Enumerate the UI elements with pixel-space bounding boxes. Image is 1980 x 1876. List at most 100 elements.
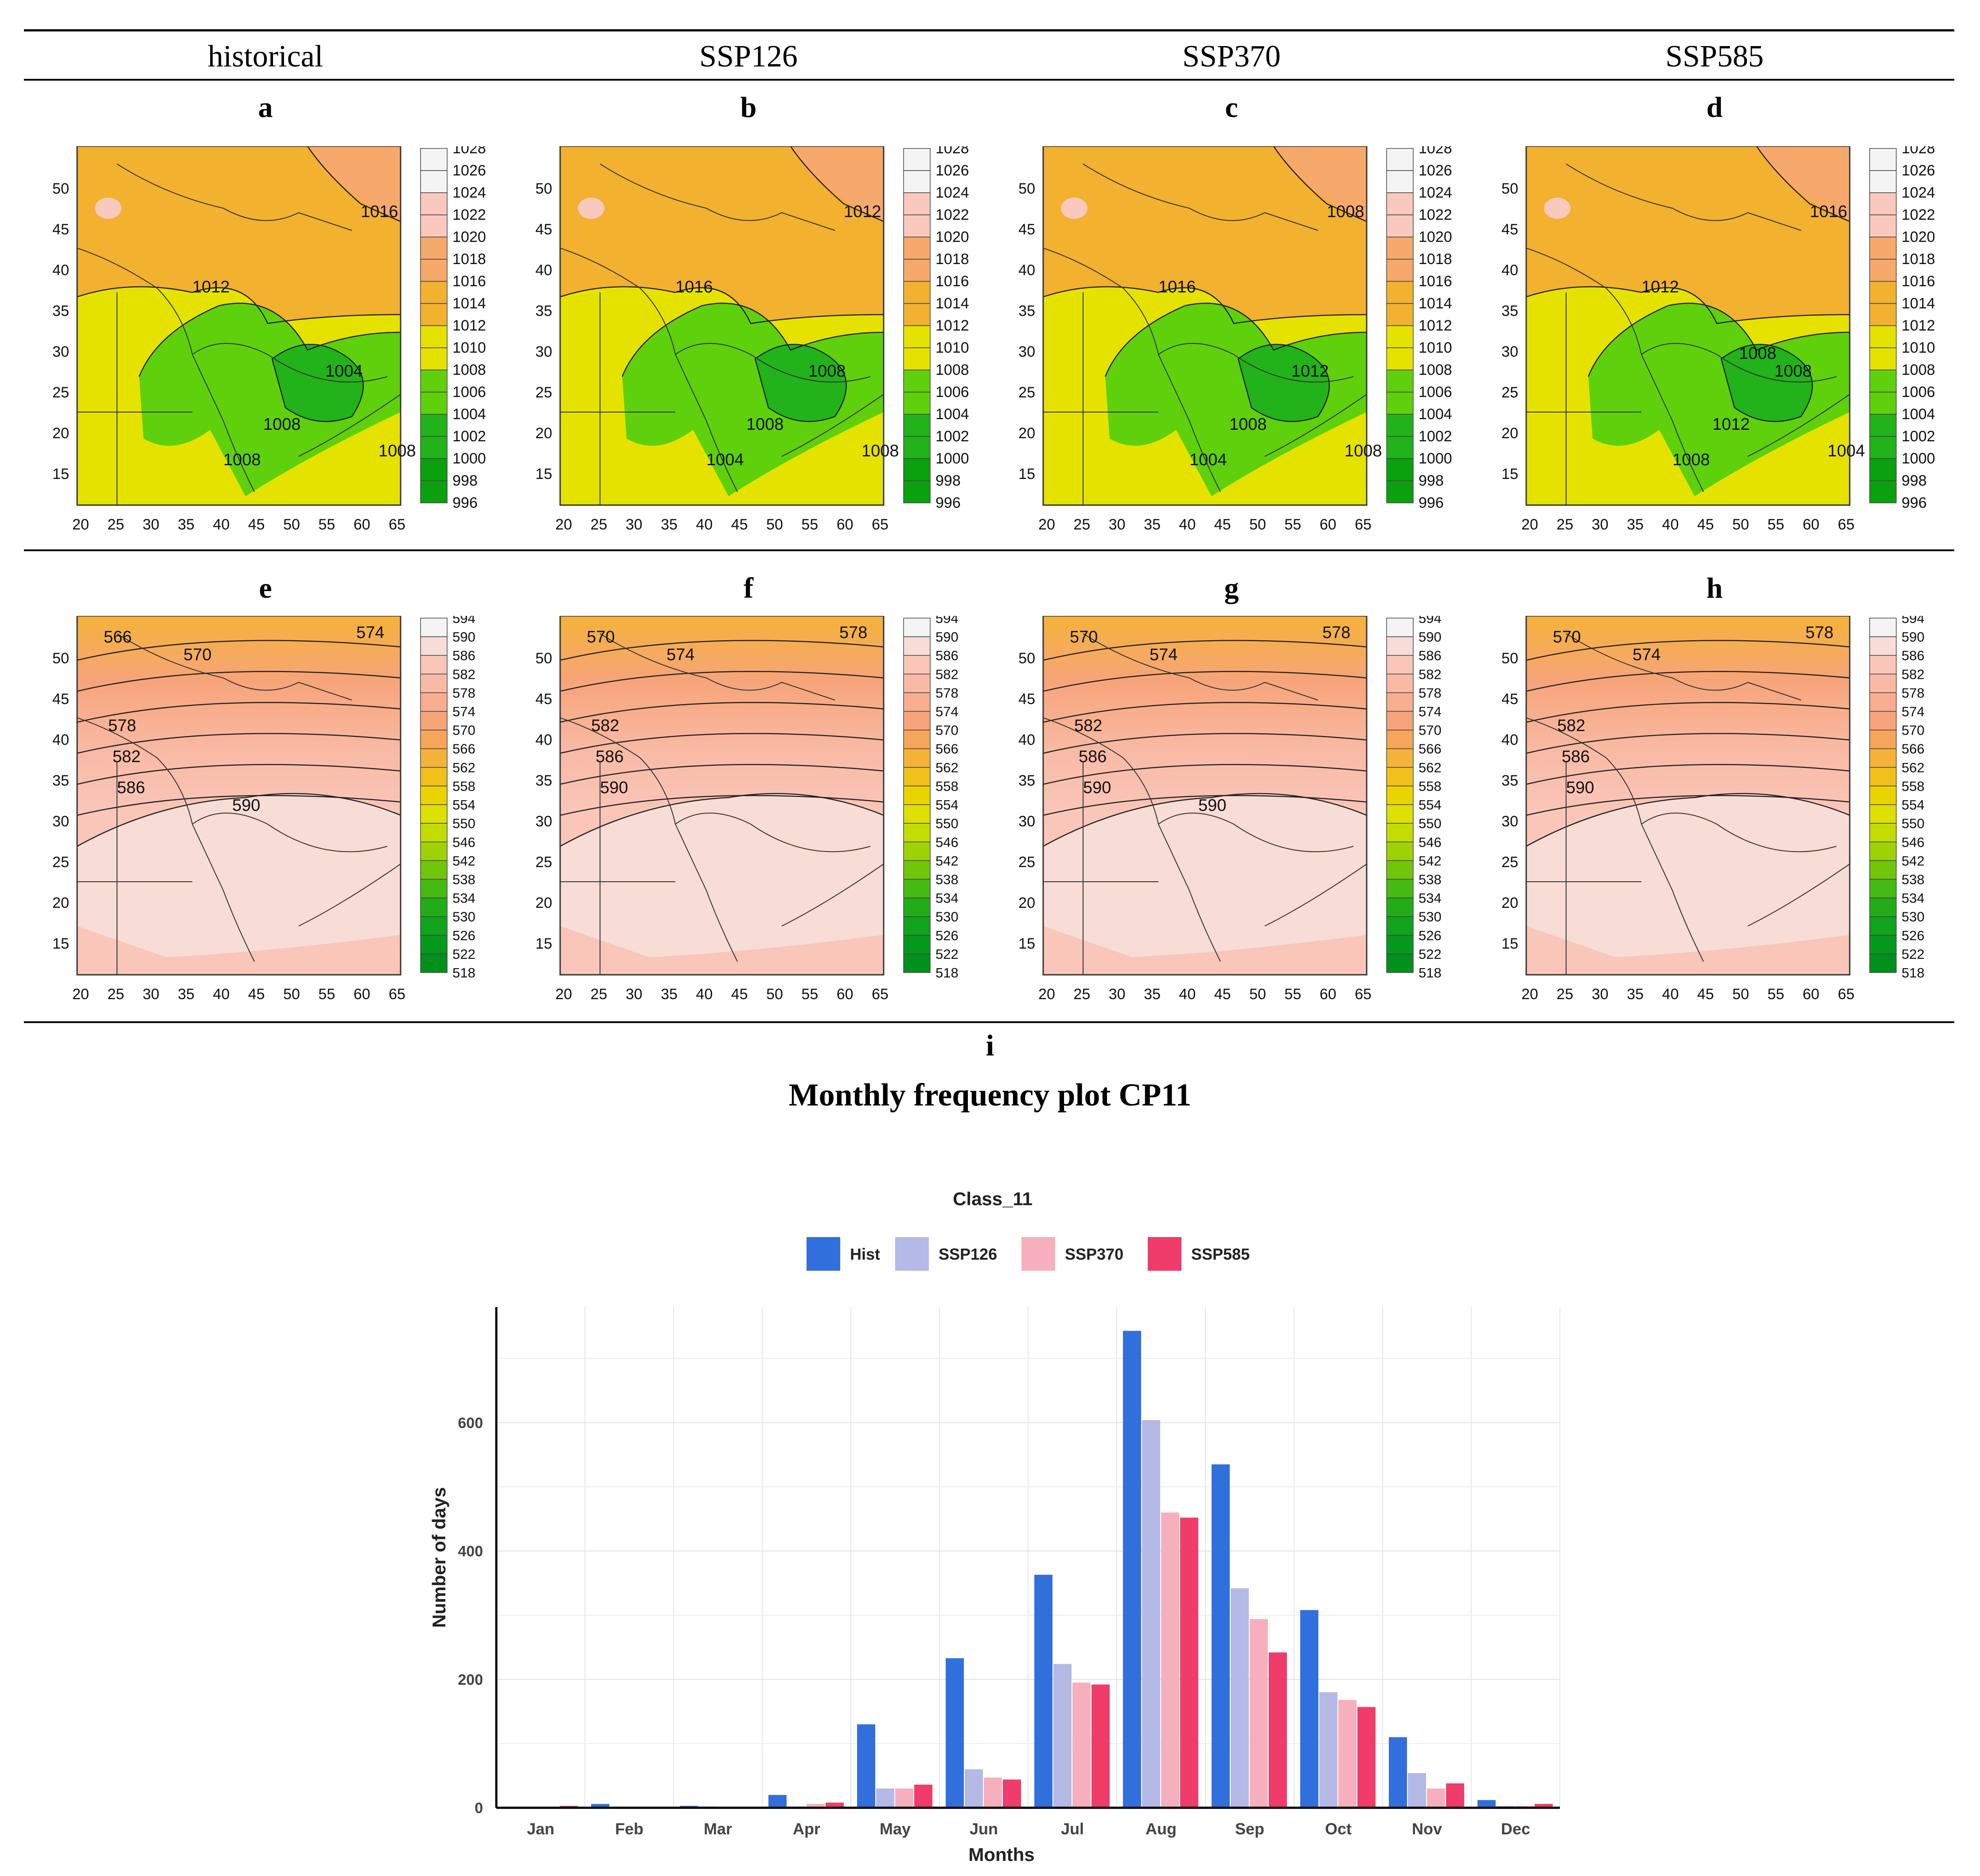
colorbar-label: 1012 (1419, 317, 1452, 334)
colorbar-swatch (420, 636, 448, 656)
panel-label-e: e (259, 572, 272, 604)
colorbar-label: 586 (935, 648, 959, 663)
colorbar-swatch (1869, 458, 1897, 481)
colorbar-label: 574 (935, 704, 959, 720)
colorbar-label: 1028 (1902, 146, 1935, 157)
x-tick-label: 25 (1556, 516, 1573, 533)
colorbar-label: 996 (935, 494, 961, 511)
map-panel-h-svg: 570 574 578 582 586 590 20 25 30 35 40 45 50 55 60 65 50… (1501, 616, 1925, 1003)
row-separator-2 (24, 1021, 1954, 1023)
colorbar-swatch (1869, 786, 1897, 805)
colorbar-swatch (1869, 897, 1897, 917)
y-tick-label: 40 (1018, 262, 1035, 279)
colorbar-label: 1024 (1902, 184, 1935, 201)
contour-label: 1008 (378, 442, 416, 460)
colorbar-label: 594 (1419, 616, 1442, 626)
bar-ssp126-jul (1053, 1664, 1072, 1808)
x-tick-label: 40 (213, 986, 230, 1003)
y-tick-label: 40 (535, 732, 552, 748)
x-tick-label: 65 (1838, 986, 1855, 1003)
colorbar-swatch (1869, 170, 1897, 193)
colorbar-label: 1002 (1902, 428, 1935, 445)
y-tick-label: 45 (1501, 691, 1518, 708)
colorbar-swatch (420, 480, 448, 503)
contour-label: 1004 (1828, 442, 1865, 460)
colorbar-label: 554 (1419, 797, 1442, 813)
colorbar-swatch (903, 655, 931, 675)
x-tick-label: 30 (143, 986, 160, 1003)
x-tick-label: 55 (801, 516, 818, 533)
x-tick-label: 20 (555, 516, 572, 533)
x-tick-label: 35 (1627, 986, 1644, 1003)
x-tick-label: 30 (1592, 516, 1609, 533)
colorbar-swatch (1869, 841, 1897, 861)
map-panel-f-svg: 570 574 578 582 586 590 20 25 30 35 40 45 50 55 60 65 50… (535, 616, 959, 1003)
colorbar-label: 1018 (1419, 251, 1452, 268)
contour-label: 1008 (1327, 202, 1364, 221)
y-tick-label: 50 (535, 650, 552, 667)
colorbar-swatch (903, 786, 931, 805)
colorbar-label: 1002 (452, 428, 486, 445)
y-tick-label: 30 (1018, 813, 1035, 830)
x-tick-label: 25 (590, 986, 607, 1003)
colorbar-label: 1004 (452, 406, 486, 423)
y-tick-label: 20 (535, 895, 552, 911)
colorbar-label: 1020 (1419, 229, 1452, 245)
colorbar-swatch (1386, 767, 1414, 786)
y-tick-label: 15 (535, 466, 552, 483)
x-tick-label: 65 (1355, 986, 1372, 1003)
x-tick-label: 65 (872, 986, 889, 1003)
contour-label: 1008 (1345, 442, 1382, 460)
x-tick-label: 45 (731, 986, 748, 1003)
colorbar-swatch (420, 823, 448, 843)
legend-label-ssp585: SSP585 (1191, 1245, 1250, 1263)
y-tick-label: 25 (535, 854, 552, 871)
x-tick-label: 50 (1732, 986, 1749, 1003)
colorbar-swatch (903, 618, 931, 637)
colorbar-label: 1010 (452, 339, 486, 356)
colorbar-label: 550 (452, 816, 476, 831)
colorbar-swatch (420, 281, 448, 304)
x-tick-label: 40 (213, 516, 230, 533)
colorbar-swatch (1869, 954, 1897, 973)
y-tick-label: 15 (1018, 935, 1035, 952)
colorbar-label: 526 (935, 928, 959, 943)
colorbar-swatch (903, 711, 931, 731)
colorbar-swatch (903, 370, 931, 393)
colorbar-label: 526 (1902, 928, 1925, 943)
colorbar-label: 574 (1902, 704, 1925, 720)
colorbar-swatch (1386, 148, 1414, 171)
x-tick-label: 60 (1803, 986, 1820, 1003)
colorbar-swatch (420, 618, 448, 637)
y-tick-label: 50 (535, 180, 552, 197)
map-panel-b: 1016 1012 1008 1008 1004 1008 20 25 30 35 40 45 50 55… (507, 146, 977, 545)
colorbar-swatch (1386, 170, 1414, 193)
colorbar-label: 998 (1902, 472, 1927, 489)
y-tick-label: 40 (52, 262, 69, 279)
map-panel-h: 570 574 578 582 586 590 20 25 30 35 40 45 50 55 60 65 50… (1473, 616, 1943, 1015)
colorbar-swatch (903, 325, 931, 348)
y-tick-label: 400 (458, 1543, 483, 1560)
colorbar-label: 1022 (452, 206, 486, 223)
y-tick-label: 35 (1501, 303, 1518, 319)
colorbar-swatch (1869, 414, 1897, 437)
x-tick-label: 40 (1662, 516, 1679, 533)
colorbar-label: 538 (935, 872, 959, 887)
colorbar-label: 1008 (935, 362, 969, 378)
colorbar-swatch (1869, 692, 1897, 712)
x-tick-label: Jun (970, 1820, 998, 1838)
y-tick-label: 35 (52, 303, 69, 319)
colorbar-swatch (1869, 347, 1897, 370)
colorbar-swatch (420, 916, 448, 936)
colorbar-label: 1006 (452, 384, 486, 401)
colorbar-label: 1018 (1902, 251, 1935, 268)
contour-label: 1012 (192, 278, 230, 296)
colorbar-swatch (1869, 935, 1897, 954)
x-tick-label: 55 (1284, 516, 1301, 533)
colorbar-swatch (1386, 636, 1414, 656)
contour-label: 570 (183, 646, 211, 664)
panel-label-d: d (1706, 91, 1723, 124)
colorbar-swatch (420, 786, 448, 805)
x-tick-label: 20 (555, 986, 572, 1003)
x-tick-label: Nov (1412, 1820, 1442, 1838)
